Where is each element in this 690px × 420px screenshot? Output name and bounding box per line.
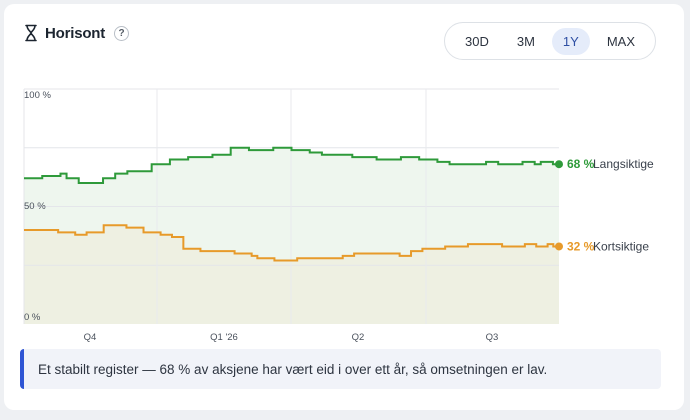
langsiktige-end-marker <box>555 160 563 169</box>
range-selector: 30D 3M 1Y MAX <box>444 22 656 60</box>
range-30d-button[interactable]: 30D <box>465 33 489 49</box>
range-3m-button[interactable]: 3M <box>516 33 535 49</box>
y-tick-label: 0 % <box>24 312 41 323</box>
card-header: Horisont ? <box>24 24 130 42</box>
range-1y-button[interactable]: 1Y <box>551 27 590 55</box>
langsiktige-series-label: Langsiktige <box>593 157 654 171</box>
info-note-text: Et stabilt register — 68 % av aksjene ha… <box>38 361 548 377</box>
x-tick-label: Q3 <box>486 332 499 343</box>
kortsiktige-end-marker <box>555 242 563 251</box>
card-title: Horisont <box>45 24 106 42</box>
range-max-button[interactable]: MAX <box>606 33 635 49</box>
hourglass-icon <box>25 24 37 42</box>
x-tick-label: Q4 <box>84 332 97 343</box>
kortsiktige-end-value: 32 % <box>567 239 595 253</box>
info-note: Et stabilt register — 68 % av aksjene ha… <box>20 349 661 389</box>
kortsiktige-line <box>24 224 559 262</box>
y-tick-label: 100 % <box>24 90 51 101</box>
langsiktige-end-value: 68 % <box>567 157 595 171</box>
langsiktige-line <box>24 146 559 184</box>
help-button[interactable]: ? <box>114 25 130 41</box>
x-tick-label: Q2 <box>352 332 365 343</box>
y-tick-label: 50 % <box>24 201 46 212</box>
kortsiktige-series-label: Kortsiktige <box>593 239 649 253</box>
x-tick-label: Q1 '26 <box>210 332 238 343</box>
